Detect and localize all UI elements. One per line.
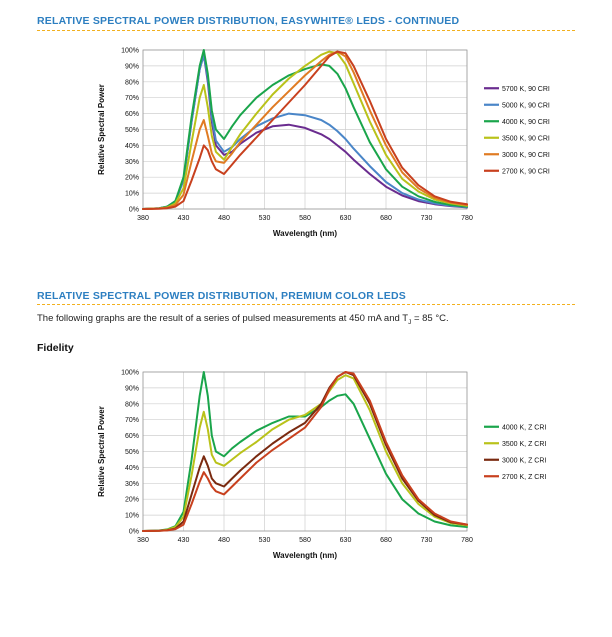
- section-divider: [37, 304, 575, 305]
- y-axis-title: Relative Spectral Power: [97, 406, 106, 497]
- series-line: [142, 371, 468, 532]
- description-text: The following graphs are the result of a…: [37, 313, 449, 326]
- y-tick-label: 100%: [121, 370, 139, 377]
- y-tick-label: 70%: [125, 95, 139, 102]
- x-tick-label: 430: [178, 215, 190, 222]
- y-tick-label: 60%: [125, 111, 139, 118]
- series-line: [142, 49, 468, 210]
- x-tick-label: 380: [137, 537, 149, 544]
- x-tick-label: 630: [340, 537, 352, 544]
- y-tick-label: 70%: [125, 417, 139, 424]
- y-tick-label: 100%: [121, 48, 139, 55]
- series-line: [142, 50, 468, 210]
- series-line: [142, 50, 468, 210]
- y-tick-label: 20%: [125, 497, 139, 504]
- y-tick-label: 50%: [125, 449, 139, 456]
- x-axis-title: Wavelength (nm): [273, 229, 337, 238]
- x-tick-label: 530: [259, 537, 271, 544]
- legend-label: 3000 K, Z CRI: [502, 457, 546, 464]
- section-title-premium-color: RELATIVE SPECTRAL POWER DISTRIBUTION, PR…: [37, 290, 406, 302]
- y-tick-label: 90%: [125, 385, 139, 392]
- legend-label: 3500 K, 90 CRI: [502, 135, 550, 142]
- legend-label: 3500 K, Z CRI: [502, 441, 546, 448]
- y-tick-label: 20%: [125, 175, 139, 182]
- spectral-chart-premium-color: 0% 10% 20% 30% 40% 50% 60% 70% 80% 90% 100% 380 430 4…: [97, 370, 546, 561]
- x-tick-label: 430: [178, 537, 190, 544]
- y-tick-label: 10%: [125, 191, 139, 198]
- x-tick-label: 730: [421, 215, 433, 222]
- legend-label: 2700 K, 90 CRI: [502, 168, 550, 175]
- x-tick-label: 730: [421, 537, 433, 544]
- plot-area-frame: [142, 371, 468, 532]
- x-tick-label: 480: [218, 215, 230, 222]
- series-line: [142, 371, 468, 532]
- series-line: [142, 50, 468, 210]
- y-tick-label: 30%: [125, 159, 139, 166]
- plot-area-frame: [142, 49, 468, 210]
- y-tick-label: 80%: [125, 401, 139, 408]
- y-tick-label: 0%: [129, 529, 139, 536]
- x-tick-label: 680: [380, 215, 392, 222]
- x-tick-label: 630: [340, 215, 352, 222]
- x-tick-label: 580: [299, 537, 311, 544]
- y-tick-label: 80%: [125, 79, 139, 86]
- legend-label: 2700 K, Z CRI: [502, 474, 546, 481]
- legend-label: 3000 K, 90 CRI: [502, 152, 550, 159]
- legend-label: 4000 K, 90 CRI: [502, 119, 550, 126]
- y-axis-title: Relative Spectral Power: [97, 84, 106, 175]
- x-tick-label: 680: [380, 537, 392, 544]
- section-divider: [37, 30, 575, 31]
- legend-label: 5000 K, 90 CRI: [502, 102, 550, 109]
- legend-label: 4000 K, Z CRI: [502, 424, 546, 431]
- x-tick-label: 380: [137, 215, 149, 222]
- fidelity-subheading: Fidelity: [37, 342, 74, 354]
- y-tick-label: 0%: [129, 207, 139, 214]
- y-tick-label: 50%: [125, 127, 139, 134]
- y-tick-label: 60%: [125, 433, 139, 440]
- legend-label: 5700 K, 90 CRI: [502, 86, 550, 93]
- junction-subscript: J: [408, 318, 412, 326]
- series-line: [142, 374, 468, 532]
- y-tick-label: 30%: [125, 481, 139, 488]
- y-tick-label: 90%: [125, 63, 139, 70]
- y-tick-label: 40%: [125, 143, 139, 150]
- x-tick-label: 580: [299, 215, 311, 222]
- description-end: = 85 °C.: [411, 313, 449, 324]
- spectral-chart-easywhite: 0% 10% 20% 30% 40% 50% 60% 70% 80% 90% 100% 380 430 4…: [97, 48, 550, 239]
- series-line: [142, 371, 468, 532]
- y-tick-label: 10%: [125, 513, 139, 520]
- x-tick-label: 530: [259, 215, 271, 222]
- description-main: The following graphs are the result of a…: [37, 313, 409, 324]
- x-axis-title: Wavelength (nm): [273, 551, 337, 560]
- x-tick-label: 480: [218, 537, 230, 544]
- x-tick-label: 780: [461, 537, 473, 544]
- x-tick-label: 780: [461, 215, 473, 222]
- y-tick-label: 40%: [125, 465, 139, 472]
- section-title-easywhite: RELATIVE SPECTRAL POWER DISTRIBUTION, EA…: [37, 15, 460, 27]
